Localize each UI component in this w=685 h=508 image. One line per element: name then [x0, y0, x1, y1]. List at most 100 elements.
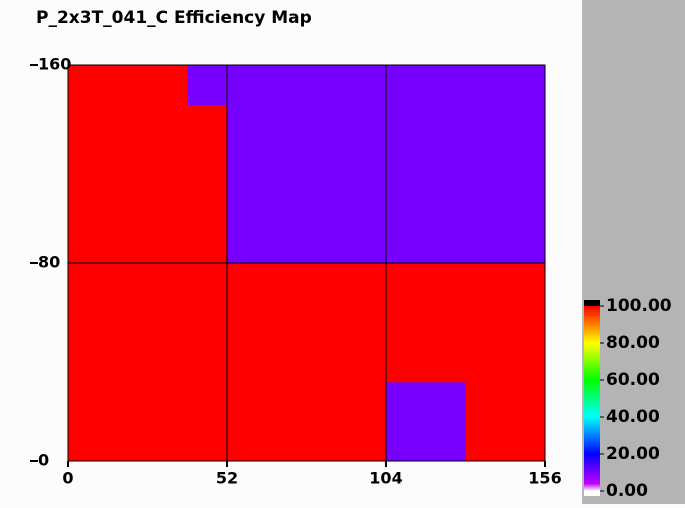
heat-cell	[386, 421, 427, 462]
heat-cell	[306, 104, 347, 145]
heat-cell	[306, 263, 347, 304]
heat-cell	[425, 302, 466, 343]
heat-cell	[266, 342, 307, 383]
heat-cell	[147, 223, 188, 264]
heat-cell	[306, 223, 347, 264]
heat-cell	[187, 263, 228, 304]
heat-cell	[68, 421, 109, 462]
x-tick-label: 156	[528, 469, 561, 488]
heat-cell	[505, 183, 546, 224]
heat-cell	[465, 183, 506, 224]
heat-cell	[107, 183, 148, 224]
heat-cell	[107, 421, 148, 462]
heat-cell	[266, 144, 307, 185]
heat-cell	[187, 104, 228, 145]
heat-cell	[147, 381, 188, 422]
heat-cell	[465, 302, 506, 343]
colorbar-label: 100.00	[606, 296, 672, 316]
heat-cell	[107, 65, 148, 106]
heat-cell	[187, 342, 228, 383]
heat-cell	[505, 104, 546, 145]
heat-cell	[346, 183, 387, 224]
heat-cell	[425, 144, 466, 185]
heat-cell	[386, 144, 427, 185]
heat-cell	[386, 263, 427, 304]
colorbar-cap	[584, 300, 600, 306]
heat-cell	[505, 65, 546, 106]
heat-cell	[465, 342, 506, 383]
heat-cell	[346, 381, 387, 422]
x-tick-label: 104	[369, 469, 402, 488]
heat-cell	[266, 421, 307, 462]
heat-cell	[266, 381, 307, 422]
heat-cell	[425, 104, 466, 145]
colorbar-label: 80.00	[606, 333, 660, 353]
colorbar	[584, 306, 600, 491]
heat-cell	[465, 421, 506, 462]
heat-cell	[68, 144, 109, 185]
heat-cell	[147, 263, 188, 304]
heat-cell	[346, 421, 387, 462]
heat-cell	[107, 144, 148, 185]
heat-cell	[505, 223, 546, 264]
heat-cell	[346, 223, 387, 264]
heat-cell	[346, 65, 387, 106]
heat-cell	[68, 183, 109, 224]
heat-cell	[227, 183, 268, 224]
heat-cell	[187, 183, 228, 224]
heat-cell	[68, 342, 109, 383]
heat-cell	[465, 263, 506, 304]
heat-cell	[306, 183, 347, 224]
heat-cell	[187, 144, 228, 185]
heat-cell	[227, 421, 268, 462]
heat-cell	[266, 104, 307, 145]
x-tick-label: 52	[216, 469, 238, 488]
heat-cell	[386, 104, 427, 145]
heat-cell	[187, 381, 228, 422]
heat-cell	[505, 144, 546, 185]
heat-cell	[266, 302, 307, 343]
heat-cell	[425, 65, 466, 106]
heat-cell	[68, 223, 109, 264]
heat-cell	[147, 183, 188, 224]
heat-cell	[425, 381, 466, 422]
heat-cell	[187, 223, 228, 264]
heat-cell	[107, 381, 148, 422]
heat-cell	[266, 65, 307, 106]
heat-cell	[147, 421, 188, 462]
heat-cell	[306, 144, 347, 185]
heat-cell	[425, 223, 466, 264]
heat-cell	[465, 144, 506, 185]
heat-cell	[346, 263, 387, 304]
heat-cell	[68, 302, 109, 343]
heat-cell	[386, 381, 427, 422]
colorbar-label: 40.00	[606, 407, 660, 427]
heat-cell	[227, 104, 268, 145]
heat-cell	[227, 302, 268, 343]
heat-cell	[386, 302, 427, 343]
heat-cell	[147, 65, 188, 106]
heat-cell	[227, 144, 268, 185]
heat-cell	[425, 421, 466, 462]
colorbar-label: 0.00	[606, 481, 648, 501]
heat-cell	[346, 144, 387, 185]
heat-cell	[386, 183, 427, 224]
colorbar-base	[584, 491, 600, 496]
heat-cell	[505, 263, 546, 304]
heat-cell	[266, 223, 307, 264]
heat-cell	[425, 263, 466, 304]
heat-cell	[346, 302, 387, 343]
heat-cell	[68, 65, 109, 106]
heat-cell	[346, 342, 387, 383]
colorbar-label: 20.00	[606, 444, 660, 464]
heat-cell	[227, 381, 268, 422]
heat-cell	[306, 381, 347, 422]
heat-cell	[386, 223, 427, 264]
heat-cell	[147, 302, 188, 343]
heat-cell	[107, 263, 148, 304]
heat-cell	[505, 381, 546, 422]
heat-cell	[147, 342, 188, 383]
heat-cell	[465, 104, 506, 145]
heat-cell	[386, 342, 427, 383]
